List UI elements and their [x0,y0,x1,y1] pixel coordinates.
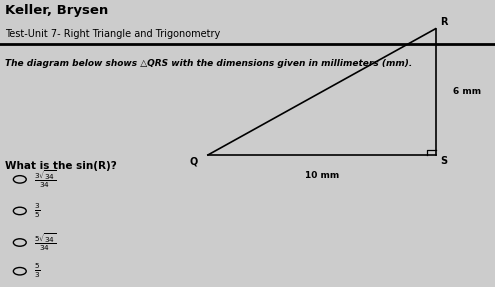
Text: R: R [441,17,448,27]
Text: What is the sin(R)?: What is the sin(R)? [5,161,117,171]
Text: The diagram below shows △QRS with the dimensions given in millimeters (mm).: The diagram below shows △QRS with the di… [5,59,412,68]
Text: $\frac{3\sqrt{34}}{34}$: $\frac{3\sqrt{34}}{34}$ [34,168,56,190]
Text: 10 mm: 10 mm [304,171,339,180]
Text: $\frac{3}{5}$: $\frac{3}{5}$ [34,202,40,220]
Text: S: S [441,156,447,166]
Text: $\frac{5}{3}$: $\frac{5}{3}$ [34,262,40,280]
Text: $\frac{5\sqrt{34}}{34}$: $\frac{5\sqrt{34}}{34}$ [34,232,56,253]
Text: Q: Q [190,156,198,166]
Text: Keller, Brysen: Keller, Brysen [5,4,108,17]
Text: 6 mm: 6 mm [453,87,481,96]
Text: Test-Unit 7- Right Triangle and Trigonometry: Test-Unit 7- Right Triangle and Trigonom… [5,29,220,39]
